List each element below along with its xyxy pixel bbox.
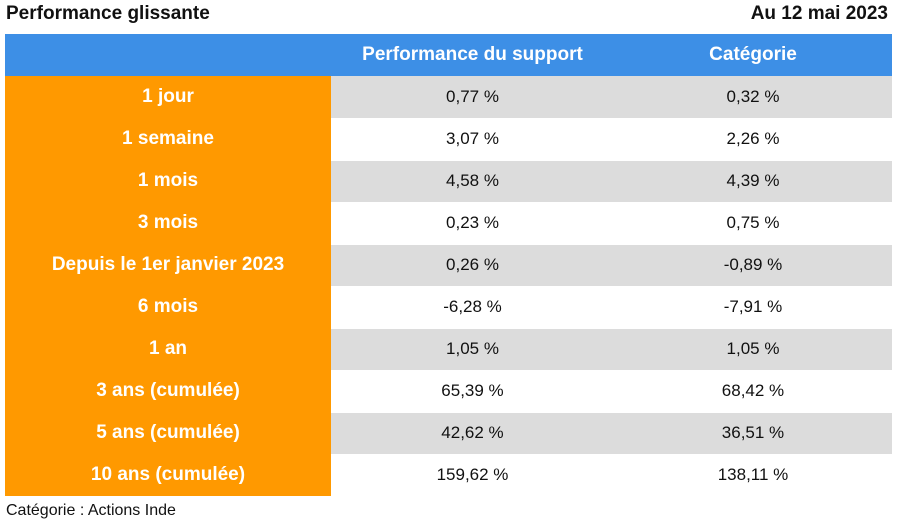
period-label: 1 an: [5, 328, 331, 370]
table-row: 1 mois 4,58 % 4,39 %: [5, 160, 892, 203]
support-value: 0,77 %: [331, 76, 614, 119]
support-value: 4,58 %: [331, 160, 614, 203]
category-note: Catégorie : Actions Inde: [6, 502, 176, 519]
table-header: Performance du support Catégorie: [5, 34, 892, 76]
table-row: 6 mois -6,28 % -7,91 %: [5, 286, 892, 329]
support-value: 3,07 %: [331, 118, 614, 161]
period-label: 3 ans (cumulée): [5, 370, 331, 412]
category-value: -0,89 %: [614, 244, 892, 287]
header-category: Catégorie: [614, 34, 892, 76]
support-value: 65,39 %: [331, 370, 614, 413]
period-label: Depuis le 1er janvier 2023: [5, 244, 331, 286]
as-of-date: Au 12 mai 2023: [750, 3, 888, 24]
category-value: 68,42 %: [614, 370, 892, 413]
category-value: 0,32 %: [614, 76, 892, 119]
table-row: 1 an 1,05 % 1,05 %: [5, 328, 892, 371]
table-row: 3 mois 0,23 % 0,75 %: [5, 202, 892, 245]
period-label: 10 ans (cumulée): [5, 454, 331, 496]
table-row: Depuis le 1er janvier 2023 0,26 % -0,89 …: [5, 244, 892, 287]
period-label: 5 ans (cumulée): [5, 412, 331, 454]
period-label: 6 mois: [5, 286, 331, 328]
performance-table: Performance du support Catégorie 1 jour …: [5, 34, 892, 496]
category-value: 4,39 %: [614, 160, 892, 203]
header-support-performance: Performance du support: [331, 34, 614, 76]
header-period: [5, 34, 331, 76]
category-value: 36,51 %: [614, 412, 892, 455]
table-row: 10 ans (cumulée) 159,62 % 138,11 %: [5, 454, 892, 496]
table-row: 1 jour 0,77 % 0,32 %: [5, 76, 892, 119]
period-label: 1 jour: [5, 76, 331, 118]
support-value: 42,62 %: [331, 412, 614, 455]
table-row: 5 ans (cumulée) 42,62 % 36,51 %: [5, 412, 892, 455]
support-value: 0,26 %: [331, 244, 614, 287]
period-label: 1 semaine: [5, 118, 331, 160]
category-value: -7,91 %: [614, 286, 892, 329]
table-row: 3 ans (cumulée) 65,39 % 68,42 %: [5, 370, 892, 413]
header-row: Performance du support Catégorie: [5, 34, 892, 76]
category-value: 1,05 %: [614, 328, 892, 371]
category-value: 2,26 %: [614, 118, 892, 161]
category-value: 0,75 %: [614, 202, 892, 245]
category-value: 138,11 %: [614, 454, 892, 496]
period-label: 1 mois: [5, 160, 331, 202]
support-value: -6,28 %: [331, 286, 614, 329]
support-value: 159,62 %: [331, 454, 614, 496]
support-value: 0,23 %: [331, 202, 614, 245]
page-title: Performance glissante: [6, 3, 210, 24]
period-label: 3 mois: [5, 202, 331, 244]
support-value: 1,05 %: [331, 328, 614, 371]
table-body: 1 jour 0,77 % 0,32 % 1 semaine 3,07 % 2,…: [5, 76, 892, 496]
table-row: 1 semaine 3,07 % 2,26 %: [5, 118, 892, 161]
